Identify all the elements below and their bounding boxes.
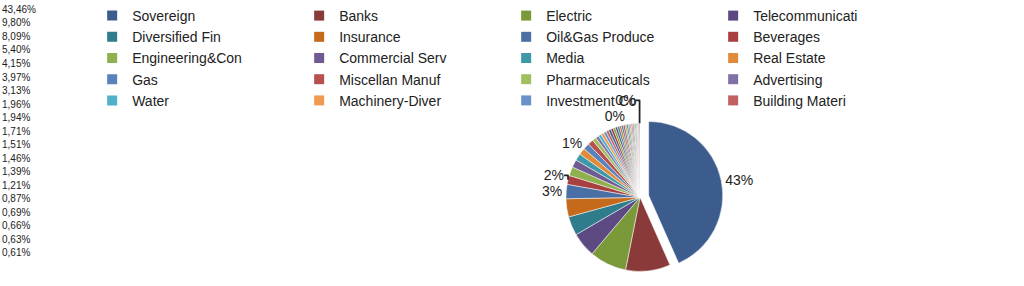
svg-text:Building Materi: Building Materi — [753, 93, 846, 109]
svg-text:Beverages: Beverages — [753, 29, 820, 45]
svg-text:Insurance: Insurance — [339, 29, 401, 45]
svg-text:1,21%: 1,21% — [2, 180, 30, 191]
svg-text:Oil&Gas Produce: Oil&Gas Produce — [546, 29, 654, 45]
svg-text:Telecommunicati: Telecommunicati — [753, 8, 857, 24]
svg-text:Sovereign: Sovereign — [132, 8, 195, 24]
svg-text:3%: 3% — [542, 183, 562, 199]
svg-text:Electric: Electric — [546, 8, 592, 24]
svg-text:Water: Water — [132, 93, 169, 109]
svg-text:0,69%: 0,69% — [2, 207, 30, 218]
svg-text:0,63%: 0,63% — [2, 234, 30, 245]
svg-text:Miscellan Manuf: Miscellan Manuf — [339, 72, 440, 88]
svg-text:0,61%: 0,61% — [2, 247, 30, 258]
svg-text:Diversified Fin: Diversified Fin — [132, 29, 221, 45]
svg-text:1,94%: 1,94% — [2, 112, 30, 123]
svg-text:0,87%: 0,87% — [2, 193, 30, 204]
svg-text:Gas: Gas — [132, 72, 158, 88]
svg-text:3,97%: 3,97% — [2, 72, 30, 83]
svg-text:Investment Co: Investment Co — [546, 93, 636, 109]
svg-text:Media: Media — [546, 50, 584, 66]
svg-text:1,71%: 1,71% — [2, 126, 30, 137]
svg-text:1,96%: 1,96% — [2, 99, 30, 110]
svg-text:9,80%: 9,80% — [2, 17, 30, 28]
svg-text:8,09%: 8,09% — [2, 31, 30, 42]
svg-text:4,15%: 4,15% — [2, 58, 30, 69]
svg-text:Commercial Serv: Commercial Serv — [339, 50, 446, 66]
svg-text:1,39%: 1,39% — [2, 166, 30, 177]
svg-text:1,51%: 1,51% — [2, 139, 30, 150]
svg-text:Engineering&Con: Engineering&Con — [132, 50, 242, 66]
svg-text:Banks: Banks — [339, 8, 378, 24]
svg-text:Pharmaceuticals: Pharmaceuticals — [546, 72, 650, 88]
svg-text:Real Estate: Real Estate — [753, 50, 826, 66]
svg-text:0,66%: 0,66% — [2, 220, 30, 231]
svg-text:0%: 0% — [605, 108, 625, 124]
svg-text:43%: 43% — [725, 172, 753, 188]
svg-text:3,13%: 3,13% — [2, 85, 30, 96]
svg-text:1%: 1% — [562, 135, 582, 151]
svg-text:5,40%: 5,40% — [2, 44, 30, 55]
svg-text:1,46%: 1,46% — [2, 153, 30, 164]
svg-text:2%: 2% — [544, 167, 564, 183]
svg-text:Advertising: Advertising — [753, 72, 822, 88]
svg-text:Machinery-Diver: Machinery-Diver — [339, 93, 441, 109]
svg-text:43,46%: 43,46% — [2, 4, 36, 15]
